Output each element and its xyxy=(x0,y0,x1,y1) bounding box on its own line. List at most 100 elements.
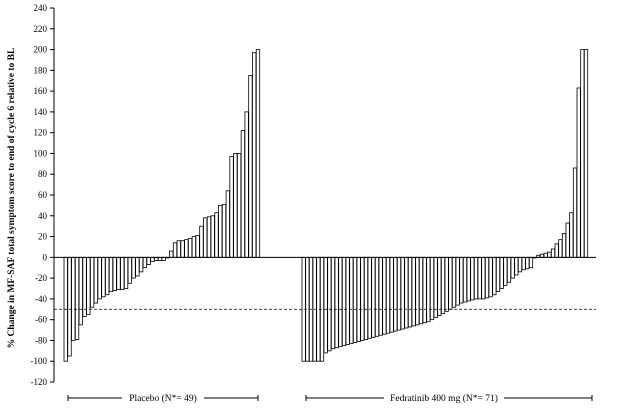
y-tick-label: 220 xyxy=(34,24,48,34)
placebo-bar xyxy=(146,256,151,265)
placebo-bar xyxy=(236,153,242,258)
y-tick-label: 60 xyxy=(38,190,48,200)
fedratinib-bar xyxy=(554,243,559,258)
fedratinib-bar xyxy=(433,256,438,318)
fedratinib-bar xyxy=(407,256,413,328)
fedratinib-bar xyxy=(338,256,343,348)
placebo-bar xyxy=(210,215,215,258)
placebo-bar xyxy=(187,238,193,258)
y-tick-label: 40 xyxy=(38,211,48,221)
placebo-bar xyxy=(142,256,148,269)
fedratinib-label-bg xyxy=(384,391,504,404)
fedratinib-bar xyxy=(455,256,460,306)
fedratinib-bar xyxy=(565,222,570,258)
placebo-bar xyxy=(233,153,238,258)
fedratinib-bar xyxy=(558,239,563,258)
y-tick-label: -80 xyxy=(35,335,47,345)
y-axis-title: % Change in MF-SAF total symptom score t… xyxy=(7,48,17,349)
y-tick-label: -120 xyxy=(31,377,48,387)
fedratinib-bar xyxy=(345,256,350,345)
fedratinib-bar xyxy=(510,256,515,279)
placebo-bar xyxy=(252,52,257,258)
fedratinib-bar xyxy=(528,256,534,269)
placebo-bar xyxy=(67,256,72,357)
y-tick-label: 160 xyxy=(34,86,48,96)
fedratinib-bar xyxy=(349,256,354,344)
fedratinib-bar xyxy=(473,256,479,300)
fedratinib-bar xyxy=(378,256,383,336)
fedratinib-bar xyxy=(572,167,578,258)
y-tick-label: 180 xyxy=(34,65,48,75)
y-tick-label: 80 xyxy=(38,169,48,179)
placebo-bar xyxy=(225,190,230,258)
placebo-bar xyxy=(101,256,106,298)
fedratinib-bar xyxy=(503,256,508,286)
fedratinib-bar xyxy=(385,256,391,334)
fedratinib-bar xyxy=(367,256,372,339)
placebo-bar xyxy=(93,256,99,304)
placebo-bar xyxy=(206,216,212,258)
fedratinib-bar xyxy=(521,256,526,271)
fedratinib-bar xyxy=(569,212,574,258)
y-axis: 240220200180160140120100806040200-20-40-… xyxy=(31,3,55,387)
fedratinib-bar xyxy=(580,49,585,258)
fedratinib-bar xyxy=(444,256,449,312)
placebo-bar xyxy=(195,235,200,258)
fedratinib-bar xyxy=(462,256,468,303)
fedratinib-bar xyxy=(396,256,402,331)
fedratinib-bar xyxy=(459,256,464,304)
fedratinib-bar xyxy=(426,256,431,323)
fedratinib-bar xyxy=(415,256,420,326)
placebo-bar xyxy=(221,203,227,258)
fedratinib-bar xyxy=(334,256,339,349)
placebo-bar xyxy=(78,256,83,326)
placebo-bar xyxy=(180,240,185,258)
placebo-group-label: Placebo (N*= 49) xyxy=(129,393,197,404)
placebo-bar xyxy=(199,225,204,258)
y-tick-label: -100 xyxy=(31,356,48,366)
fedratinib-bar xyxy=(477,256,482,300)
y-tick-label: 240 xyxy=(34,3,48,13)
fedratinib-bar xyxy=(363,256,369,340)
y-tick-label: -40 xyxy=(35,294,47,304)
fedratinib-bar xyxy=(323,256,328,354)
placebo-bar xyxy=(218,204,223,258)
fedratinib-bar xyxy=(418,256,424,325)
y-tick-label: 20 xyxy=(38,232,48,242)
fedratinib-bar xyxy=(484,256,490,299)
fedratinib-bar xyxy=(492,256,497,296)
placebo-bar xyxy=(172,242,178,258)
fedratinib-bar xyxy=(341,256,347,347)
fedratinib-bar xyxy=(352,256,358,343)
placebo-bar xyxy=(131,256,136,279)
fedratinib-bar xyxy=(371,256,376,338)
fedratinib-bar xyxy=(374,256,380,337)
placebo-bar xyxy=(138,256,144,273)
placebo-bar xyxy=(82,256,87,317)
placebo-bar xyxy=(123,256,129,289)
y-tick-label: -20 xyxy=(35,273,47,283)
fedratinib-bar xyxy=(422,256,427,324)
fedratinib-bar xyxy=(499,256,504,289)
placebo-bar xyxy=(176,240,181,258)
placebo-bar xyxy=(116,256,121,290)
fedratinib-bar xyxy=(356,256,361,342)
y-tick-label: 100 xyxy=(34,148,48,158)
placebo-bar xyxy=(184,239,189,258)
placebo-bar xyxy=(203,217,208,258)
fedratinib-bar xyxy=(481,256,486,300)
placebo-bar xyxy=(135,256,140,277)
placebo-label-bg xyxy=(122,391,204,404)
placebo-bar xyxy=(112,256,117,291)
fedratinib-bar xyxy=(440,256,446,314)
fedratinib-bar xyxy=(550,248,556,258)
fedratinib-bar xyxy=(360,256,365,341)
fedratinib-bar xyxy=(411,256,416,327)
placebo-bar xyxy=(71,256,76,341)
fedratinib-bar xyxy=(495,256,501,293)
fedratinib-bar xyxy=(429,256,435,321)
placebo-bar xyxy=(120,256,125,290)
placebo-bar xyxy=(240,130,246,258)
placebo-bar xyxy=(108,256,114,293)
